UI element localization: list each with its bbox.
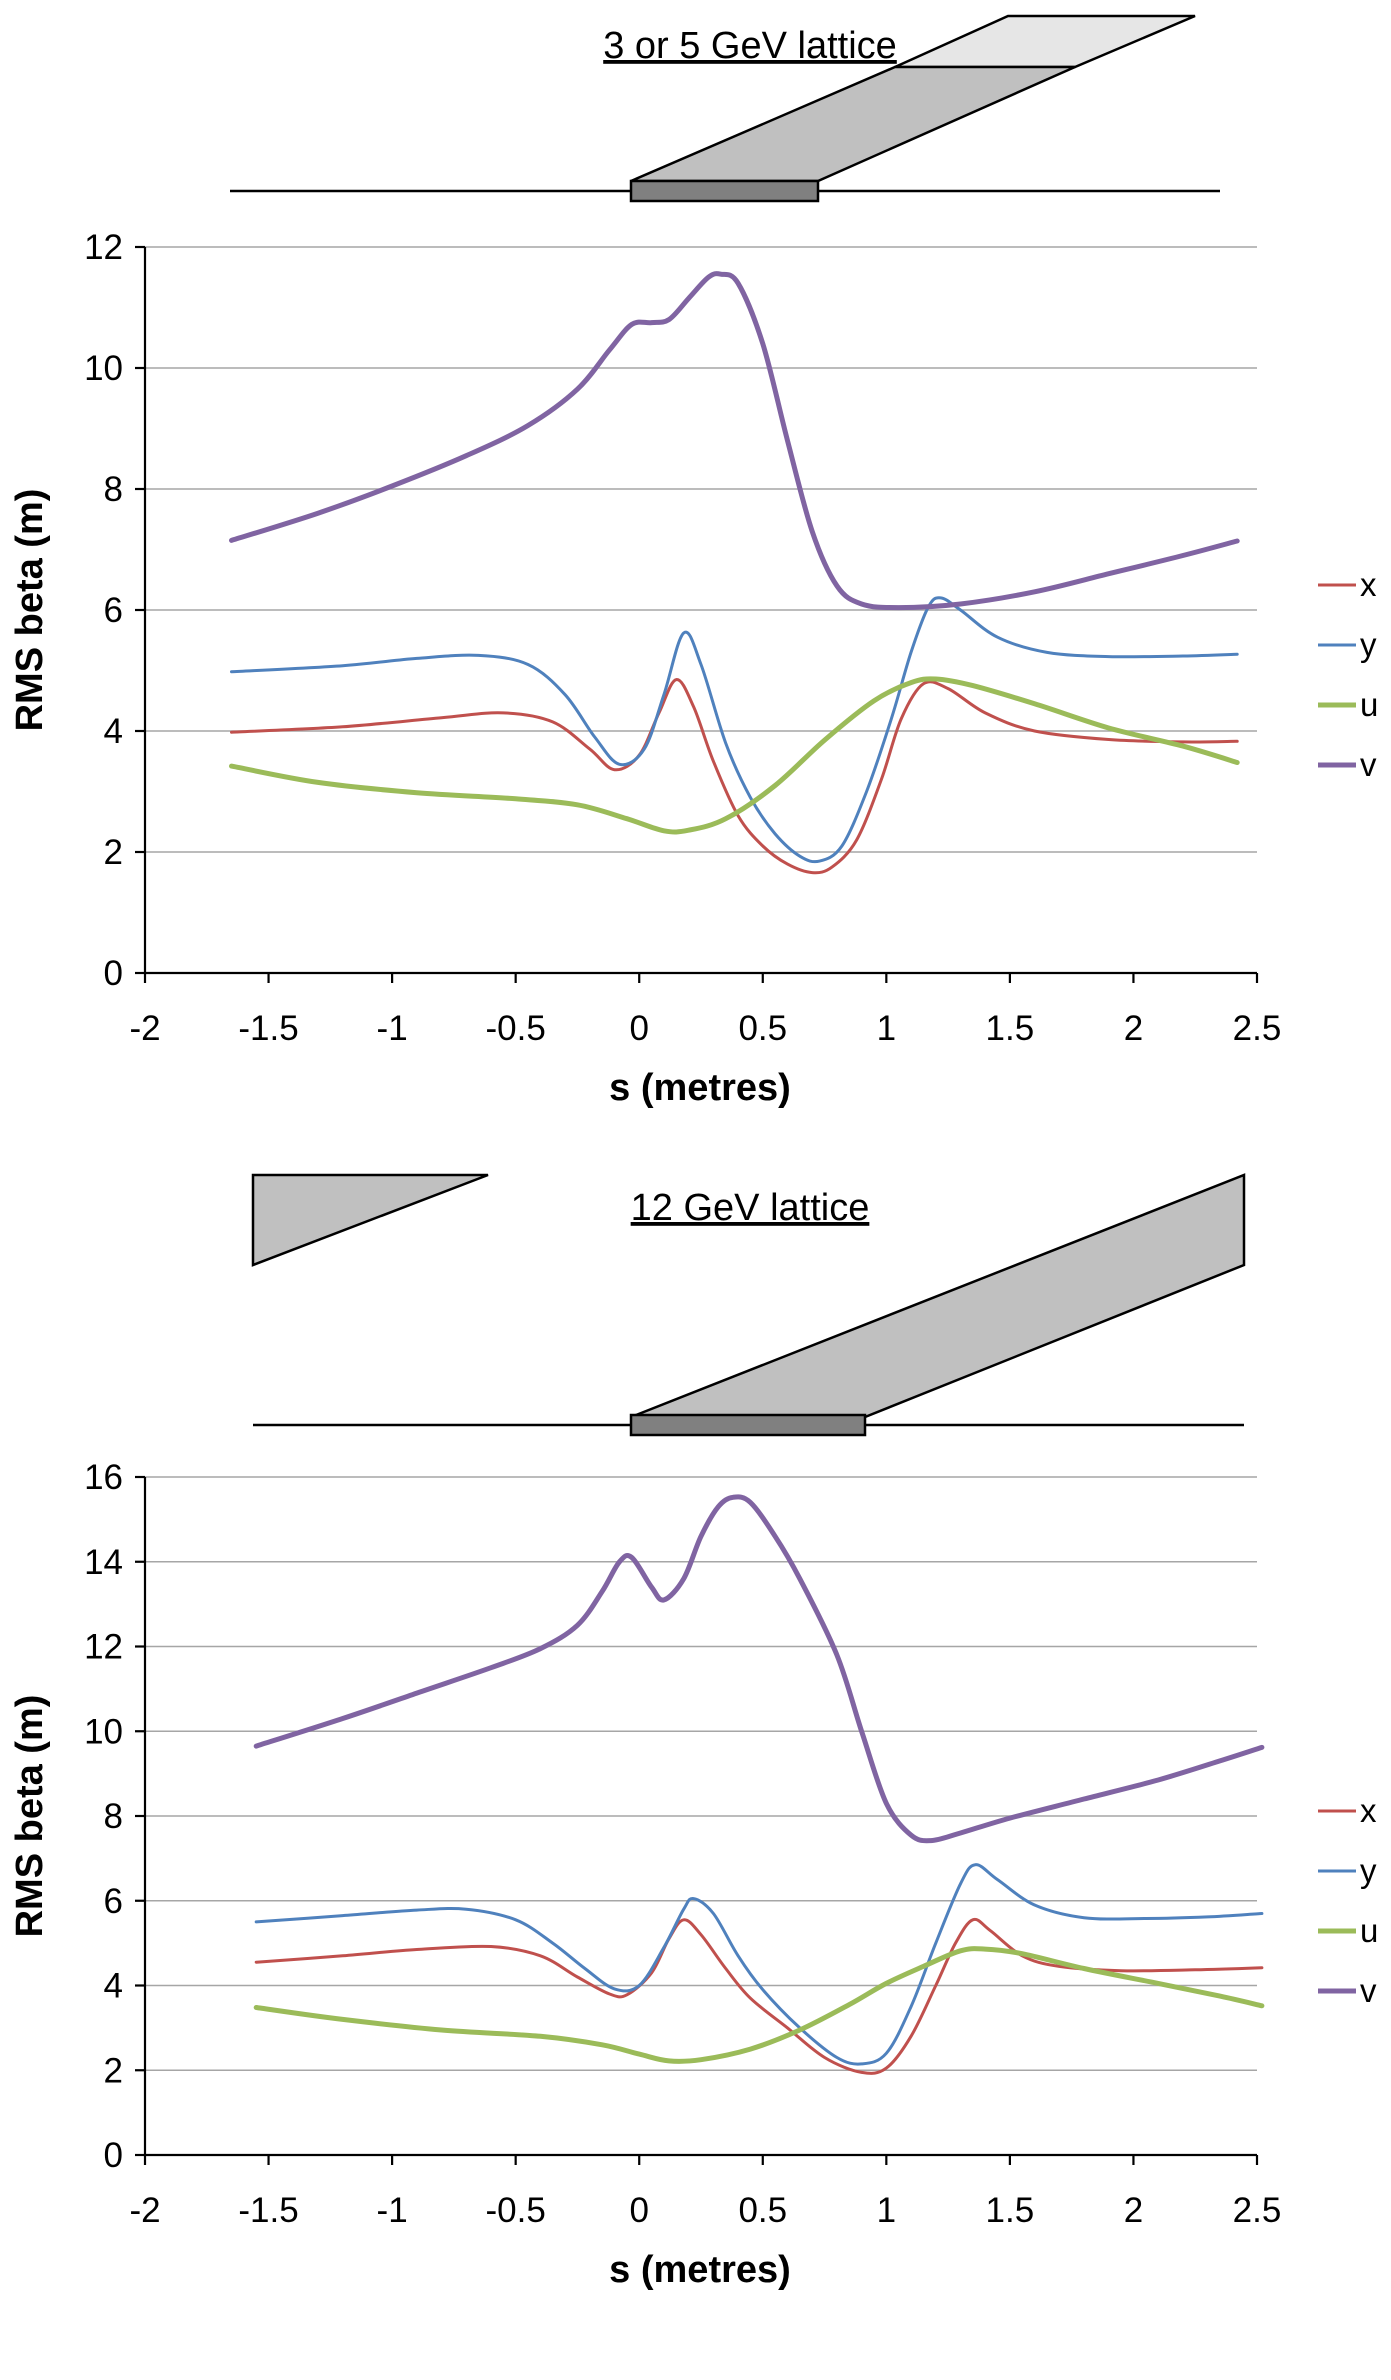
legend-label-v: v: [1360, 1972, 1377, 2009]
chart-title-bottom: 12 GeV lattice: [631, 1187, 870, 1229]
x-tick-label: 0.5: [738, 2191, 787, 2230]
series-line-y: [230, 596, 1239, 864]
y-tick-label: 6: [104, 1882, 123, 1921]
y-tick-label: 4: [104, 712, 123, 751]
x-tick-label: 2.5: [1233, 1009, 1282, 1048]
series-line-x: [230, 678, 1239, 875]
axes: [135, 1475, 1259, 2165]
lattice-schematic-bottom: 12 GeV lattice: [251, 1173, 1246, 1437]
y-tick-label: 2: [104, 2051, 123, 2090]
x-tick-label: -1: [377, 2191, 408, 2230]
x-tick-labels: -2 -1.5 -1 -0.5 0 0.5 1 1.5 2 2.5: [129, 1009, 1281, 1048]
x-tick-label: 0.5: [738, 1009, 787, 1048]
x-tick-label: 1: [877, 1009, 896, 1048]
x-tick-label: 2: [1124, 2191, 1143, 2230]
x-tick-label: -1.5: [238, 2191, 298, 2230]
y-tick-label: 4: [104, 1967, 123, 2006]
legend-label-x: x: [1360, 1792, 1377, 1829]
y-tick-label: 2: [104, 833, 123, 872]
y-tick-label: 14: [84, 1543, 123, 1582]
quadrupole-magnet: [629, 179, 820, 203]
x-tick-labels: -2 -1.5 -1 -0.5 0 0.5 1 1.5 2 2.5: [129, 2191, 1281, 2230]
x-tick-label: -2: [129, 1009, 160, 1048]
y-tick-label: 16: [84, 1458, 123, 1497]
upstream-magnet-block: [251, 1173, 489, 1267]
x-tick-label: 1.5: [986, 2191, 1035, 2230]
series-line-u: [229, 676, 1240, 835]
y-tick-labels: 0 2 4 6 8 10 12 14 16: [84, 1458, 123, 2175]
x-tick-label: 0: [629, 2191, 648, 2230]
x-axis-label: s (metres): [609, 1067, 791, 1109]
x-tick-label: 1: [877, 2191, 896, 2230]
series-line-v: [229, 271, 1240, 611]
series-line-y: [254, 1863, 1264, 2066]
upper-magnet-block: [894, 14, 1196, 69]
y-tick-label: 12: [84, 1628, 123, 1667]
series-line-u: [253, 1946, 1265, 2064]
series-lines: [229, 271, 1240, 875]
legend-label-y: y: [1360, 1852, 1377, 1889]
y-tick-label: 8: [104, 470, 123, 509]
lower-magnet-block: [630, 65, 1076, 183]
x-tick-label: -2: [129, 2191, 160, 2230]
legend-label-v: v: [1360, 746, 1377, 783]
legend-label-x: x: [1360, 566, 1377, 603]
gridlines: [145, 1476, 1257, 2072]
x-tick-label: 1.5: [986, 1009, 1035, 1048]
x-tick-label: -0.5: [486, 1009, 546, 1048]
legend-label-u: u: [1360, 686, 1378, 723]
x-tick-label: 2.5: [1233, 2191, 1282, 2230]
legend-label-y: y: [1360, 626, 1377, 663]
series-lines: [253, 1494, 1265, 2075]
x-tick-label: 0: [629, 1009, 648, 1048]
y-tick-label: 8: [104, 1797, 123, 1836]
lattice-schematic-top: 3 or 5 GeV lattice: [230, 14, 1220, 203]
y-tick-label: 10: [84, 1712, 123, 1751]
quadrupole-magnet: [629, 1413, 867, 1437]
series-line-v: [253, 1494, 1265, 1844]
x-tick-label: -0.5: [486, 2191, 546, 2230]
gridlines: [145, 246, 1257, 853]
series-line-x: [254, 1917, 1264, 2075]
x-axis-label: s (metres): [609, 2249, 791, 2291]
y-tick-label: 12: [84, 228, 123, 267]
y-tick-label: 10: [84, 349, 123, 388]
y-axis-label: RMS beta (m): [9, 489, 51, 732]
chart-title-top: 3 or 5 GeV lattice: [603, 25, 897, 67]
legend-label-u: u: [1360, 1912, 1378, 1949]
axes: [135, 245, 1259, 983]
y-tick-label: 0: [104, 954, 123, 993]
y-tick-labels: 0 2 4 6 8 10 12: [84, 228, 123, 993]
x-tick-label: -1: [377, 1009, 408, 1048]
y-tick-label: 6: [104, 591, 123, 630]
x-tick-label: -1.5: [238, 1009, 298, 1048]
y-tick-label: 0: [104, 2136, 123, 2175]
x-tick-label: 2: [1124, 1009, 1143, 1048]
y-axis-label: RMS beta (m): [9, 1695, 51, 1938]
beta-plot-bottom: 0 2 4 6 8 10 12 14 16 -2 -1.5 -1 -0.5 0 0.5 1 1.5 2 2.5 x…: [9, 1458, 1378, 2291]
